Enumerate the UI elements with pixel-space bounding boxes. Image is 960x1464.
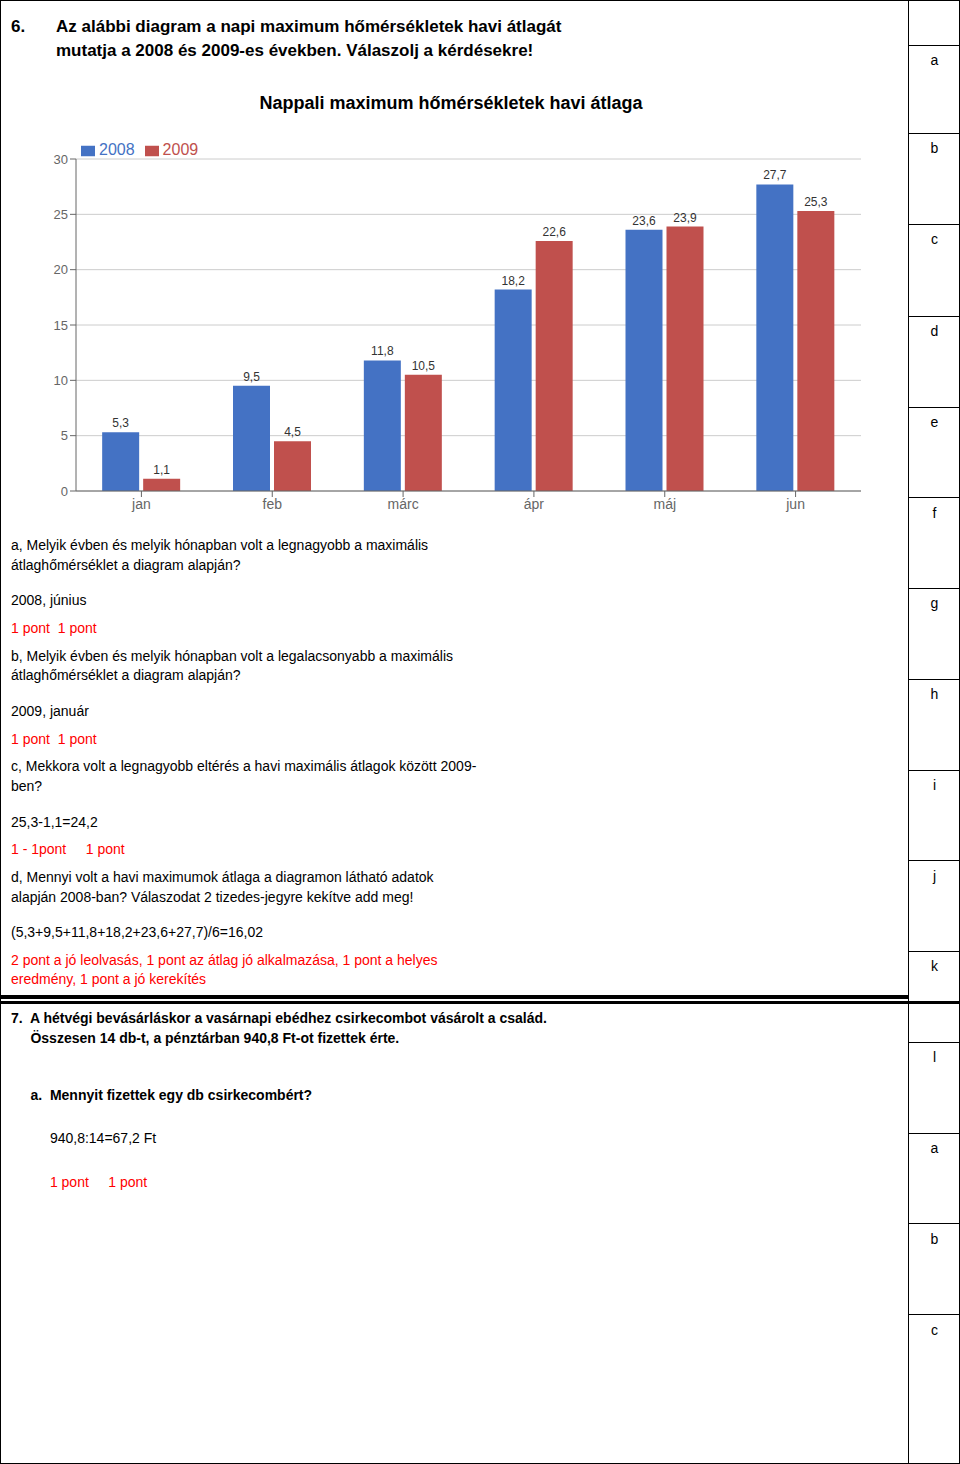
svg-text:25,3: 25,3	[804, 195, 828, 209]
html-text:k: k	[931, 958, 938, 975]
svg-text:18,2: 18,2	[501, 274, 525, 288]
svg-text:0: 0	[61, 484, 68, 499]
svg-text:10,5: 10,5	[412, 359, 436, 373]
svg-text:márc: márc	[388, 496, 419, 512]
html-text:i: i	[932, 776, 937, 793]
html-text:2 pont a jó leolvasás, 1 pont: 2 pont a jó leolvasás, 1 pont az átlag j…	[11, 951, 438, 988]
html-text:e: e	[930, 413, 939, 430]
svg-text:22,6: 22,6	[542, 225, 566, 239]
html-text:(5,3+9,5+11,8+18,2+23,6+27,7)/: (5,3+9,5+11,8+18,2+23,6+27,7)/6=16,02	[11, 924, 263, 941]
html-text:a: a	[930, 1140, 939, 1156]
html-text:2009: 2009	[162, 141, 199, 158]
html-text:l: l	[932, 1049, 937, 1066]
html-text:g: g	[930, 595, 939, 612]
svg-text:25: 25	[54, 207, 68, 222]
html-text:25,3-1,1=24,2: 25,3-1,1=24,2	[11, 813, 98, 830]
svg-text:jun: jun	[785, 496, 805, 512]
html-text:a: a	[930, 52, 939, 69]
html-text:a. Mennyit fizettek egy db csi: a. Mennyit fizettek egy db csirkecombért…	[11, 1087, 313, 1103]
html-text:1 pont 1 pont: 1 pont 1 pont	[11, 620, 97, 636]
html-text:d, Mennyi volt a havi maximumo: d, Mennyi volt a havi maximumok átlaga a…	[11, 868, 434, 905]
svg-text:30: 30	[54, 152, 68, 167]
html-text:1 pont 1 pont: 1 pont 1 pont	[11, 1174, 148, 1190]
html-text:a, Melyik évben és melyik hóna: a, Melyik évben és melyik hónapban volt …	[11, 537, 429, 573]
svg-text:27,7: 27,7	[763, 168, 787, 182]
html-text:f: f	[932, 504, 937, 521]
html-text:c, Mekkora volt a legnagyobb e: c, Mekkora volt a legnagyobb eltérés a h…	[11, 758, 477, 794]
html-text:h: h	[930, 686, 939, 703]
html-text:6.: 6.	[11, 17, 26, 36]
svg-text:20: 20	[54, 262, 68, 277]
html-text:2008: 2008	[99, 141, 135, 158]
svg-text:1,1: 1,1	[153, 463, 170, 477]
html-text:c: c	[931, 1321, 938, 1338]
svg-text:23,9: 23,9	[673, 211, 697, 225]
html-text:c: c	[931, 230, 938, 247]
html-text:b, Melyik évben és melyik hóna: b, Melyik évben és melyik hónapban volt …	[11, 647, 453, 684]
svg-text:11,8: 11,8	[371, 344, 394, 358]
html-text:b: b	[930, 140, 939, 157]
svg-text:10: 10	[54, 373, 68, 388]
html-text:2009, január: 2009, január	[11, 703, 89, 719]
html-text:j: j	[932, 867, 937, 884]
svg-text:9,5: 9,5	[243, 370, 260, 384]
svg-text:jan: jan	[131, 496, 151, 512]
html-text:d: d	[930, 323, 939, 340]
svg-text:5: 5	[61, 428, 68, 443]
html-text:940,8:14=67,2 Ft: 940,8:14=67,2 Ft	[11, 1130, 157, 1146]
html-text:1 pont 1 pont: 1 pont 1 pont	[11, 730, 97, 747]
svg-text:feb: feb	[263, 496, 283, 512]
html-text:b: b	[930, 1230, 939, 1247]
html-text:2008, június: 2008, június	[11, 592, 87, 609]
html-text:1 - 1pont 1 pont: 1 - 1pont 1 pont	[11, 841, 125, 858]
svg-text:ápr: ápr	[524, 496, 545, 512]
svg-text:máj: máj	[653, 496, 676, 512]
html-text:Az alábbi diagram a napi maxim: Az alábbi diagram a napi maximum hőmérsé…	[56, 17, 562, 60]
html-text:Nappali maximum hőmérsékletek: Nappali maximum hőmérsékletek havi átlag…	[259, 93, 643, 113]
svg-text:15: 15	[54, 318, 68, 333]
svg-text:23,6: 23,6	[632, 214, 656, 228]
svg-text:4,5: 4,5	[284, 425, 301, 439]
html-text:7. A hétvégi bevásárláskor a v: 7. A hétvégi bevásárláskor a vasárnapi e…	[11, 1010, 547, 1046]
svg-text:5,3: 5,3	[112, 416, 129, 430]
